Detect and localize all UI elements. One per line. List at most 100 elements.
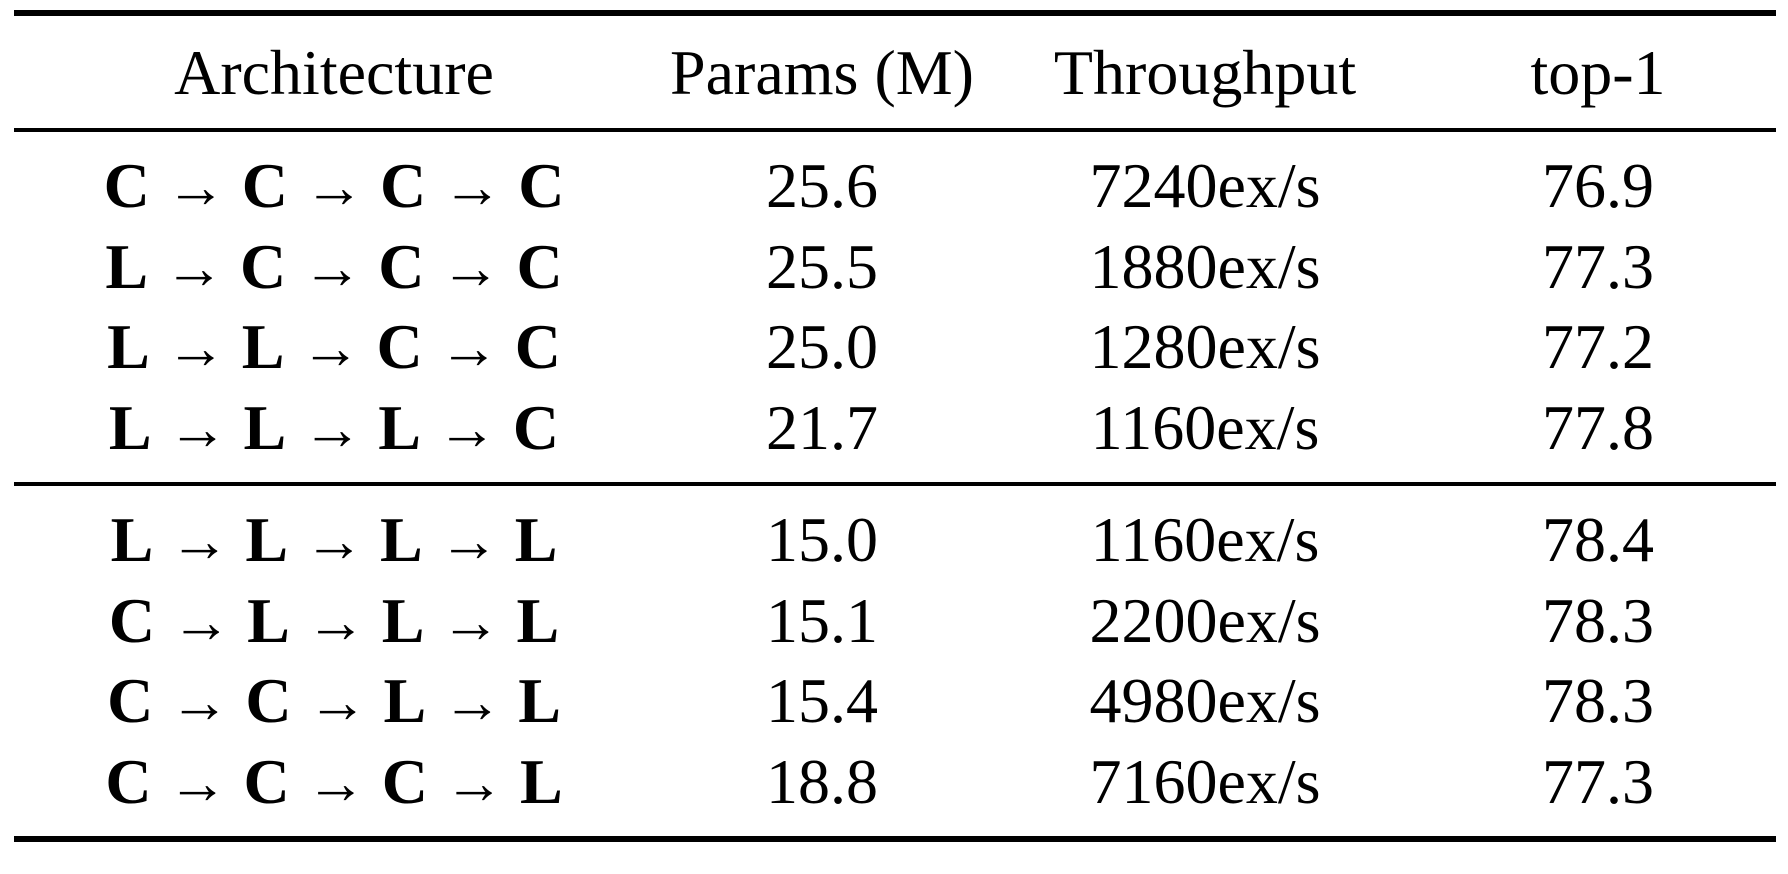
architecture-cell: L → L → C → C bbox=[14, 315, 654, 379]
architecture-block: C bbox=[518, 150, 565, 222]
table-row: C → C → C → C 25.6 7240ex/s 76.9 bbox=[14, 146, 1776, 227]
arrow-right-icon: → bbox=[438, 508, 499, 575]
architecture-cell: C → C → L → L bbox=[14, 669, 654, 733]
header-rule bbox=[14, 128, 1776, 132]
architecture-block: L bbox=[519, 745, 563, 817]
architecture-block: L bbox=[241, 311, 285, 383]
params-cell: 15.0 bbox=[766, 504, 878, 576]
arrow-right-icon: → bbox=[165, 154, 226, 221]
architecture-block: L bbox=[110, 504, 154, 576]
top1-cell: 78.4 bbox=[1542, 504, 1654, 576]
arrow-right-icon: → bbox=[167, 749, 228, 816]
params-cell: 15.4 bbox=[766, 665, 878, 737]
architecture-block: L bbox=[518, 665, 561, 737]
architecture-cell: L → C → C → C bbox=[14, 234, 654, 301]
arrow-right-icon: → bbox=[440, 588, 501, 655]
throughput-cell: 4980ex/s bbox=[1089, 665, 1321, 737]
header-params: Params (M) bbox=[670, 37, 974, 108]
top1-cell: 78.3 bbox=[1542, 584, 1654, 656]
arrow-right-icon: → bbox=[167, 395, 228, 462]
group-separator-rule bbox=[14, 482, 1776, 486]
architecture-block: C bbox=[245, 665, 292, 737]
architecture-block: C bbox=[243, 745, 290, 817]
architecture-block: C bbox=[381, 745, 428, 817]
throughput-cell: 1160ex/s bbox=[1090, 504, 1320, 576]
table-row: L → L → L → C 21.7 1160ex/s 77.8 bbox=[14, 388, 1776, 469]
arrow-right-icon: → bbox=[169, 669, 230, 736]
arrow-right-icon: → bbox=[171, 588, 232, 655]
architecture-block: C bbox=[380, 150, 427, 222]
top1-cell: 77.3 bbox=[1542, 745, 1654, 817]
top1-cell: 77.2 bbox=[1542, 311, 1654, 383]
architecture-block: L bbox=[243, 391, 287, 463]
architecture-block: C bbox=[514, 311, 561, 383]
architecture-block: C bbox=[107, 665, 154, 737]
results-table: Architecture Params (M) Throughput top-1… bbox=[14, 10, 1776, 842]
arrow-right-icon: → bbox=[442, 154, 503, 221]
architecture-block: C bbox=[376, 311, 423, 383]
arrow-right-icon: → bbox=[438, 315, 499, 382]
arrow-right-icon: → bbox=[164, 234, 225, 301]
header-throughput: Throughput bbox=[1053, 37, 1357, 108]
arrow-right-icon: → bbox=[305, 749, 366, 816]
architecture-block: L bbox=[107, 311, 150, 383]
table-row: C → C → C → L 18.8 7160ex/s 77.3 bbox=[14, 742, 1776, 823]
bottom-rule bbox=[14, 836, 1776, 842]
arrow-right-icon: → bbox=[443, 749, 504, 816]
architecture-cell: L → L → L → C bbox=[14, 395, 654, 462]
table-row: L → L → L → L 15.0 1160ex/s 78.4 bbox=[14, 500, 1776, 581]
architecture-cell: C → C → C → C bbox=[14, 154, 654, 218]
table-row: L → C → C → C 25.5 1880ex/s 77.3 bbox=[14, 227, 1776, 308]
arrow-right-icon: → bbox=[302, 395, 363, 462]
arrow-right-icon: → bbox=[300, 315, 361, 382]
architecture-block: C bbox=[103, 150, 150, 222]
architecture-cell: C → L → L → L bbox=[14, 588, 654, 655]
header-top1: top-1 bbox=[1530, 37, 1666, 108]
throughput-cell: 2200ex/s bbox=[1089, 584, 1321, 656]
throughput-cell: 7240ex/s bbox=[1089, 150, 1321, 222]
arrow-right-icon: → bbox=[305, 588, 366, 655]
architecture-block: C bbox=[241, 150, 288, 222]
header-row: Architecture Params (M) Throughput top-1 bbox=[14, 16, 1776, 128]
architecture-block: L bbox=[378, 391, 421, 463]
architecture-block: C bbox=[512, 391, 560, 463]
header-architecture: Architecture bbox=[174, 37, 494, 108]
arrow-right-icon: → bbox=[302, 234, 363, 301]
architecture-block: L bbox=[514, 504, 558, 576]
params-cell: 15.1 bbox=[766, 584, 878, 656]
throughput-cell: 1160ex/s bbox=[1090, 391, 1320, 463]
architecture-block: L bbox=[381, 584, 425, 656]
architecture-block: C bbox=[108, 584, 156, 656]
group-2: L → L → L → L 15.0 1160ex/s 78.4 C → L → L → L 15.1 2200ex… bbox=[14, 486, 1776, 836]
architecture-block: C bbox=[240, 230, 287, 302]
architecture-block: L bbox=[105, 230, 149, 302]
top1-cell: 77.3 bbox=[1542, 230, 1654, 302]
arrow-right-icon: → bbox=[307, 669, 368, 736]
arrow-right-icon: → bbox=[436, 395, 497, 462]
architecture-block: L bbox=[108, 391, 152, 463]
arrow-right-icon: → bbox=[169, 508, 230, 575]
throughput-cell: 1280ex/s bbox=[1089, 311, 1321, 383]
top1-cell: 76.9 bbox=[1542, 150, 1654, 222]
top1-cell: 78.3 bbox=[1542, 665, 1654, 737]
architecture-cell: L → L → L → L bbox=[14, 508, 654, 572]
params-cell: 25.5 bbox=[766, 230, 878, 302]
architecture-block: L bbox=[383, 665, 427, 737]
params-cell: 25.6 bbox=[766, 150, 878, 222]
architecture-block: L bbox=[380, 504, 423, 576]
architecture-block: L bbox=[247, 584, 290, 656]
table-row: C → L → L → L 15.1 2200ex/s 78.3 bbox=[14, 581, 1776, 662]
architecture-block: L bbox=[245, 504, 288, 576]
arrow-right-icon: → bbox=[304, 508, 364, 575]
arrow-right-icon: → bbox=[442, 669, 503, 736]
architecture-block: L bbox=[516, 584, 560, 656]
top-rule bbox=[14, 10, 1776, 16]
params-cell: 25.0 bbox=[766, 311, 878, 383]
table-row: C → C → L → L 15.4 4980ex/s 78.3 bbox=[14, 661, 1776, 742]
arrow-right-icon: → bbox=[304, 154, 364, 221]
params-cell: 18.8 bbox=[766, 745, 878, 817]
architecture-block: C bbox=[516, 230, 563, 302]
params-cell: 21.7 bbox=[766, 391, 878, 463]
throughput-cell: 1880ex/s bbox=[1089, 230, 1321, 302]
arrow-right-icon: → bbox=[165, 315, 226, 382]
